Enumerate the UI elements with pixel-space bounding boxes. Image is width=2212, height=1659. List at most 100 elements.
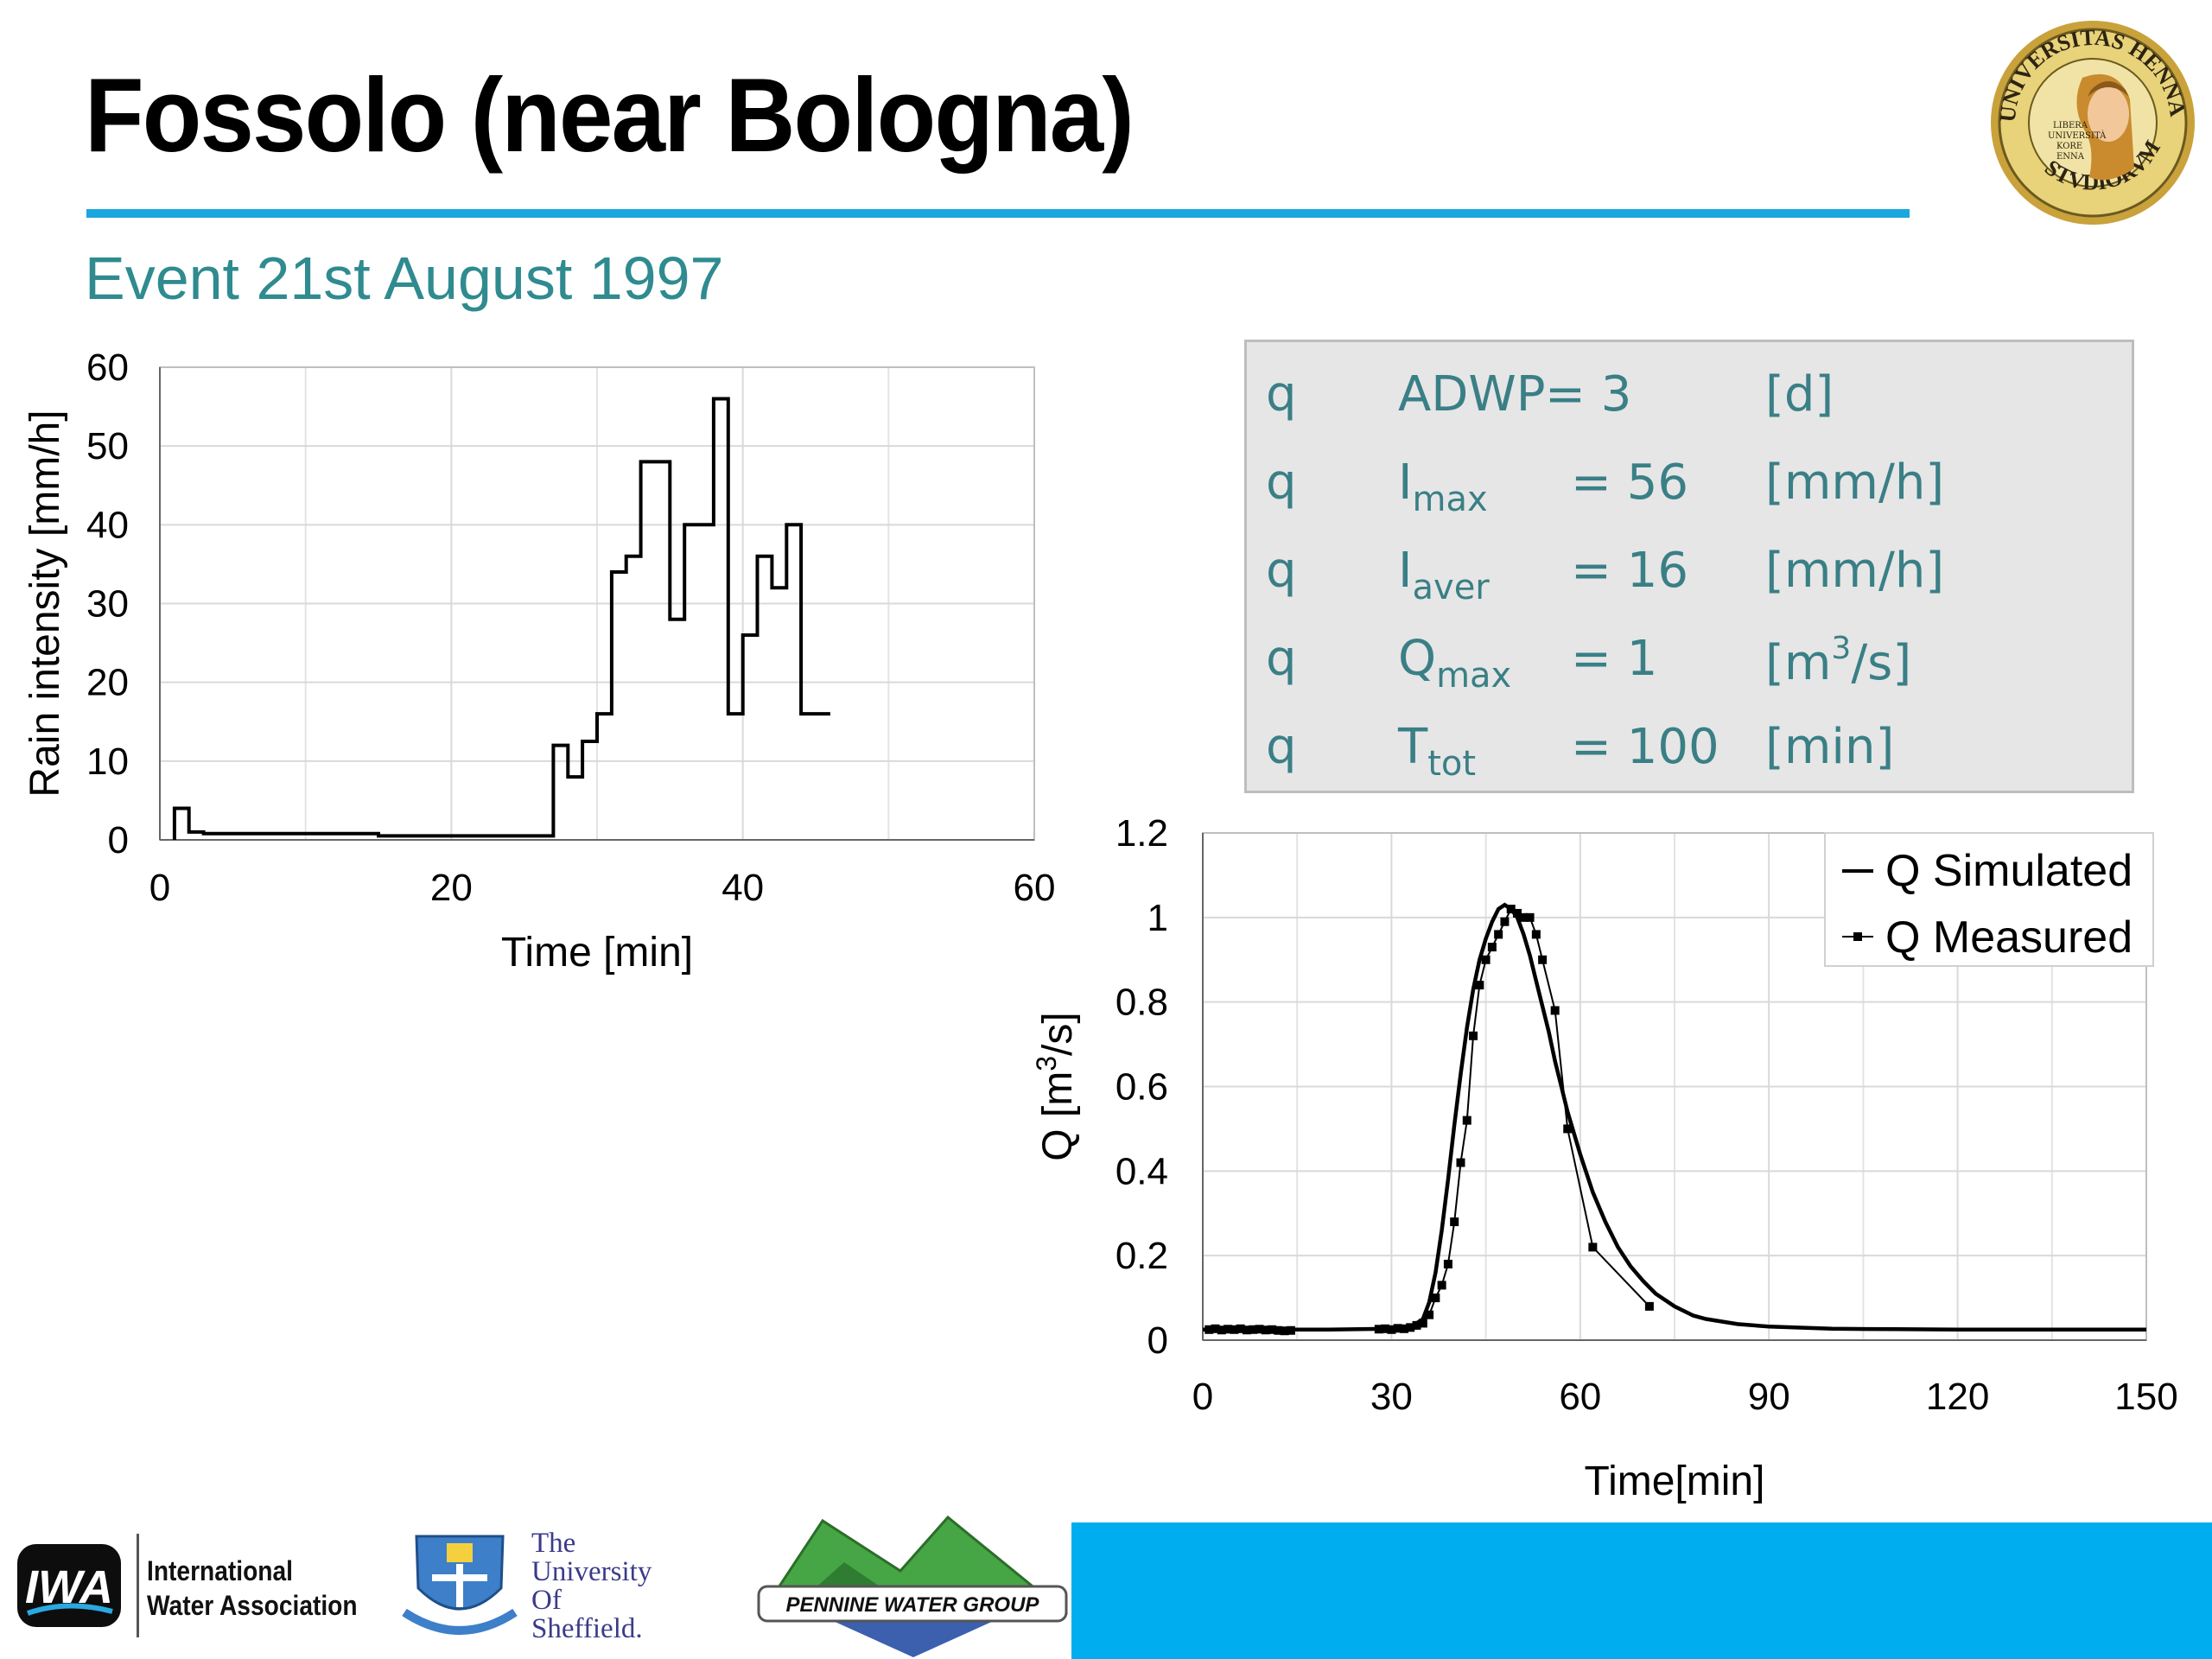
iwa-divider: [137, 1534, 139, 1637]
legend-simulated-label: Q Simulated: [1885, 846, 2133, 896]
sheffield-line-3: Sheffield.: [531, 1613, 643, 1644]
q-measured-point: [1249, 1325, 1258, 1334]
q-measured-point: [1513, 908, 1522, 918]
unit-superscript: 3: [1831, 631, 1852, 666]
svg-text:KORE: KORE: [2056, 142, 2082, 151]
q-measured-point: [1255, 1325, 1264, 1334]
pennine-logo-text: PENNINE WATER GROUP: [786, 1593, 1040, 1617]
sheffield-crest: [402, 1535, 518, 1635]
parameter-value: = 16: [1571, 543, 1688, 599]
q-measured-point: [1242, 1325, 1251, 1335]
pennine-water-group-logo: PENNINE WATER GROUP: [757, 1515, 1069, 1657]
parameter-unit: [mm/h]: [1765, 543, 1945, 599]
iwa-line2: Water Association: [147, 1590, 358, 1621]
q-measured-point: [1418, 1319, 1427, 1328]
y-tick-label: 40: [86, 504, 129, 546]
q-measured-point: [1450, 1217, 1459, 1227]
parameter-symbol: Qmax: [1398, 631, 1512, 696]
y-tick-label: 0: [108, 819, 129, 861]
q-measured-point: [1506, 905, 1516, 914]
title-underline: [86, 209, 1910, 218]
x-tick-label: 120: [1926, 1376, 1989, 1418]
q-measured-point: [1644, 1301, 1654, 1311]
parameter-unit: [d]: [1765, 366, 1834, 423]
x-tick-label: 90: [1748, 1376, 1790, 1418]
q-measured-point: [1387, 1325, 1396, 1334]
q-measured-point: [1431, 1294, 1440, 1303]
y-tick-label: 1: [1147, 897, 1168, 939]
parameter-row: q Iaver = 16 [mm/h]: [1247, 527, 2132, 613]
q-measured-point: [1563, 1124, 1573, 1134]
x-tick-label: 60: [1014, 867, 1056, 909]
y-tick-label: 0.6: [1116, 1066, 1168, 1109]
q-measured-point: [1268, 1325, 1277, 1334]
y-tick-label: 30: [86, 583, 129, 626]
q-measured-point: [1487, 943, 1497, 952]
parameter-unit: [m3/s]: [1765, 631, 1912, 691]
q-measured-point: [1443, 1259, 1452, 1268]
x-tick-label: 40: [721, 867, 764, 909]
x-tick-label: 20: [430, 867, 473, 909]
q-measured-point: [1236, 1324, 1245, 1333]
q-measured-point: [1531, 930, 1541, 939]
parameter-subscript: max: [1436, 656, 1512, 696]
y-tick-label: 20: [86, 662, 129, 704]
y-tick-label: 0: [1147, 1319, 1168, 1362]
x-tick-label: 0: [1192, 1376, 1213, 1418]
q-measured-point: [1494, 930, 1503, 939]
q-measured-point: [1475, 981, 1484, 990]
q-measured-point: [1481, 955, 1491, 964]
parameter-row: q Ttot = 100 [min]: [1247, 703, 2132, 790]
university-seal-logo: UNIVERSITAS HENNAE STVDIORVM LIBERA UNIV…: [1987, 17, 2195, 225]
q-measured-point: [1381, 1324, 1390, 1333]
iwa-name: International Water Association: [147, 1554, 358, 1623]
q-x-axis-label: Time[min]: [1585, 1459, 1765, 1504]
parameter-symbol: ADWP: [1398, 366, 1546, 423]
q-measured-point: [1286, 1325, 1295, 1335]
y-tick-label: 0.8: [1116, 982, 1168, 1024]
svg-text:ENNA: ENNA: [2056, 152, 2085, 162]
parameter-unit: [mm/h]: [1765, 454, 1945, 511]
slide-title: Fossolo (near Bologna): [85, 56, 1135, 174]
parameters-box: q ADWP = 3 [d] q Imax = 56 [mm/h] q Iaver = 16 [mm/…: [1244, 340, 2134, 793]
footer-band: [1071, 1522, 2212, 1659]
q-measured-point: [1374, 1325, 1383, 1334]
legend-measured-label: Q Measured: [1885, 912, 2133, 963]
q-measured-point: [1500, 917, 1510, 926]
x-tick-label: 60: [1559, 1376, 1601, 1418]
q-measured-point: [1280, 1326, 1289, 1336]
sheffield-line-2: Of: [531, 1585, 562, 1616]
rain-x-axis-label: Time [min]: [501, 930, 693, 976]
y-tick-label: 50: [86, 425, 129, 467]
q-measured-point: [1525, 912, 1535, 922]
q-measured-point: [1462, 1116, 1471, 1125]
y-tick-label: 1.2: [1116, 812, 1168, 855]
y-tick-label: 0.2: [1116, 1235, 1168, 1277]
parameter-bullet: q: [1266, 543, 1297, 599]
parameter-bullet: q: [1266, 454, 1297, 511]
legend-measured-marker: [1853, 932, 1862, 941]
q-measured-point: [1211, 1324, 1220, 1333]
parameter-subscript: tot: [1427, 744, 1477, 784]
parameter-symbol: Imax: [1398, 454, 1488, 519]
q-measured-point: [1274, 1325, 1283, 1335]
sheffield-line-0: The: [531, 1528, 576, 1559]
parameter-value: = 1: [1571, 631, 1658, 687]
q-legend-box: [1824, 832, 2154, 967]
svg-text:LIBERA: LIBERA: [2053, 121, 2088, 130]
q-measured-point: [1425, 1310, 1434, 1319]
q-y-axis-label: Q [m3/s]: [1031, 1012, 1081, 1160]
q-measured-point: [1550, 1006, 1560, 1015]
q-measured-point: [1230, 1325, 1239, 1334]
sheffield-name: The University Of Sheffield.: [531, 1529, 652, 1643]
x-tick-label: 30: [1370, 1376, 1413, 1418]
parameter-symbol: Ttot: [1398, 719, 1477, 784]
sheffield-line-1: University: [531, 1556, 652, 1587]
parameter-bullet: q: [1266, 631, 1297, 687]
parameter-value: = 100: [1571, 719, 1719, 775]
parameter-value: = 56: [1571, 454, 1688, 511]
iwa-line1: International: [147, 1555, 293, 1586]
slide-subtitle: Event 21st August 1997: [85, 245, 724, 312]
q-measured-point: [1456, 1158, 1465, 1167]
x-tick-label: 150: [2114, 1376, 2177, 1418]
